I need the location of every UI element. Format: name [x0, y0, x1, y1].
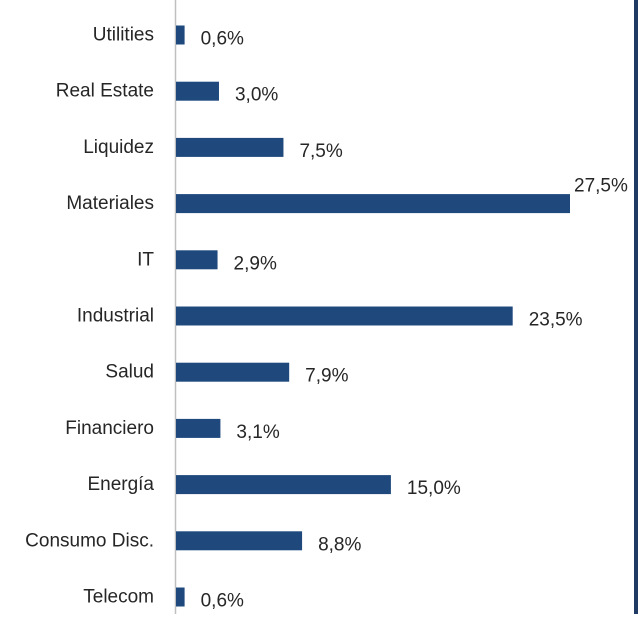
data-label-consumo-disc: 8,8%: [318, 534, 361, 555]
bar-industrial: [176, 306, 513, 326]
bar-telecom: [176, 587, 185, 607]
bar-energia: [176, 475, 391, 495]
data-label-real-estate: 3,0%: [235, 85, 278, 106]
category-label-liquidez: Liquidez: [83, 137, 154, 158]
bar-financiero: [176, 418, 221, 438]
data-label-industrial: 23,5%: [529, 310, 583, 331]
category-label-consumo-disc: Consumo Disc.: [25, 530, 154, 551]
data-label-salud: 7,9%: [305, 366, 348, 387]
bar-it: [176, 250, 218, 270]
bar-liquidez: [176, 137, 284, 157]
category-label-materiales: Materiales: [66, 193, 154, 214]
category-label-real-estate: Real Estate: [56, 81, 154, 102]
data-label-financiero: 3,1%: [236, 422, 279, 443]
data-label-telecom: 0,6%: [201, 591, 244, 612]
data-label-liquidez: 7,5%: [299, 141, 342, 162]
frame-edge: [634, 0, 638, 614]
bar-utilities: [176, 25, 185, 45]
bar-materiales: [176, 194, 570, 214]
category-label-salud: Salud: [105, 362, 154, 383]
category-label-financiero: Financiero: [65, 418, 154, 439]
bar-consumo-disc: [176, 531, 303, 551]
data-label-utilities: 0,6%: [201, 29, 244, 50]
category-label-industrial: Industrial: [77, 306, 154, 327]
category-label-utilities: Utilities: [93, 25, 154, 46]
category-label-energia: Energía: [87, 474, 154, 495]
data-label-energia: 15,0%: [407, 478, 461, 499]
bars: [176, 25, 570, 607]
bar-salud: [176, 362, 290, 382]
data-label-materiales: 27,5%: [574, 176, 628, 197]
data-label-it: 2,9%: [234, 253, 277, 274]
data-labels: 0,6% 3,0% 7,5% 27,5% 2,9% 23,5% 7,9% 3,1% 15,0% 8…: [201, 29, 628, 612]
category-labels: Utilities Real Estate Liquidez Materiales IT…: [25, 25, 154, 608]
bar-real-estate: [176, 81, 219, 101]
category-label-telecom: Telecom: [83, 587, 154, 608]
category-label-it: IT: [137, 249, 154, 270]
